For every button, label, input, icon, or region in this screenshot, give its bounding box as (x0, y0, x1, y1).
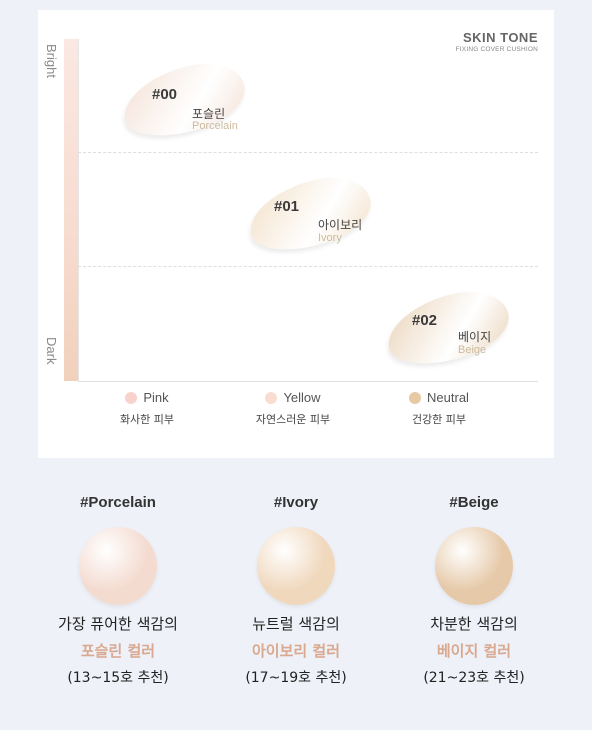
color-ball-beige (435, 527, 513, 605)
shade-name-en-00: Porcelain (192, 120, 238, 132)
shade-name-en-01: Ivory (318, 232, 342, 244)
shade-name-ko-00: 포슬린 (192, 107, 226, 121)
swatch-porcelain (116, 53, 252, 147)
column-tag: #Porcelain (80, 494, 156, 511)
column-color-name: 베이지 컬러 (436, 642, 512, 660)
column-tag: #Ivory (273, 494, 319, 511)
shade-column-porcelain: #Porcelain 가장 퓨어한 색감의 포슬린 컬러 (13~15호 추천) (28, 494, 208, 687)
legend-dot-pink (125, 391, 138, 404)
legend-desc: 자연스러운 피부 (255, 413, 331, 426)
legend-item-neutral: Neutral 건강한 피부 (374, 390, 504, 427)
legend-name: Yellow (283, 390, 321, 405)
shade-name-ko-01: 아이보리 (318, 218, 363, 232)
legend-dot-neutral (409, 391, 422, 404)
baseline (78, 381, 538, 382)
legend-name: Pink (143, 390, 169, 405)
legend-desc: 건강한 피부 (411, 413, 467, 426)
shade-code-00: #00 (152, 86, 178, 103)
gridline (78, 152, 538, 153)
skin-tone-panel: SKIN TONE FIXING COVER CUSHION Bright Da… (38, 10, 554, 458)
column-recommend: (13~15호 추천) (67, 670, 169, 686)
column-recommend: (17~19호 추천) (245, 670, 347, 686)
brand-title: SKIN TONE (462, 30, 538, 45)
legend-item-pink: Pink 화사한 피부 (82, 390, 212, 427)
column-desc: 차분한 색감의 (430, 615, 518, 633)
column-desc: 뉴트럴 색감의 (252, 615, 340, 633)
gridline (78, 266, 538, 267)
shade-code-01: #01 (274, 198, 300, 215)
swatch-ivory (242, 167, 378, 261)
legend-name: Neutral (427, 390, 469, 405)
brand-subtitle: FIXING COVER CUSHION (455, 46, 538, 53)
column-desc: 가장 퓨어한 색감의 (58, 615, 178, 633)
legend-desc: 화사한 피부 (119, 413, 175, 426)
column-tag: #Beige (449, 494, 499, 511)
column-color-name: 포슬린 컬러 (80, 642, 156, 660)
axis-line (78, 39, 79, 381)
legend-item-yellow: Yellow 자연스러운 피부 (228, 390, 358, 427)
color-ball-ivory (257, 527, 335, 605)
brand-logo: SKIN TONE FIXING COVER CUSHION (456, 30, 538, 53)
shade-column-ivory: #Ivory 뉴트럴 색감의 아이보리 컬러 (17~19호 추천) (206, 494, 386, 687)
shade-name-ko-02: 베이지 (458, 330, 492, 344)
shade-column-beige: #Beige 차분한 색감의 베이지 컬러 (21~23호 추천) (384, 494, 564, 687)
shade-code-02: #02 (412, 312, 438, 329)
axis-label-dark: Dark (44, 337, 59, 365)
brightness-gradient-bar (64, 39, 78, 381)
column-color-name: 아이보리 컬러 (251, 642, 341, 660)
legend-dot-yellow (265, 391, 278, 404)
swatch-beige (380, 281, 516, 375)
shade-name-en-02: Beige (458, 344, 487, 356)
color-ball-porcelain (79, 527, 157, 605)
column-recommend: (21~23호 추천) (423, 670, 525, 686)
axis-label-bright: Bright (44, 44, 59, 78)
